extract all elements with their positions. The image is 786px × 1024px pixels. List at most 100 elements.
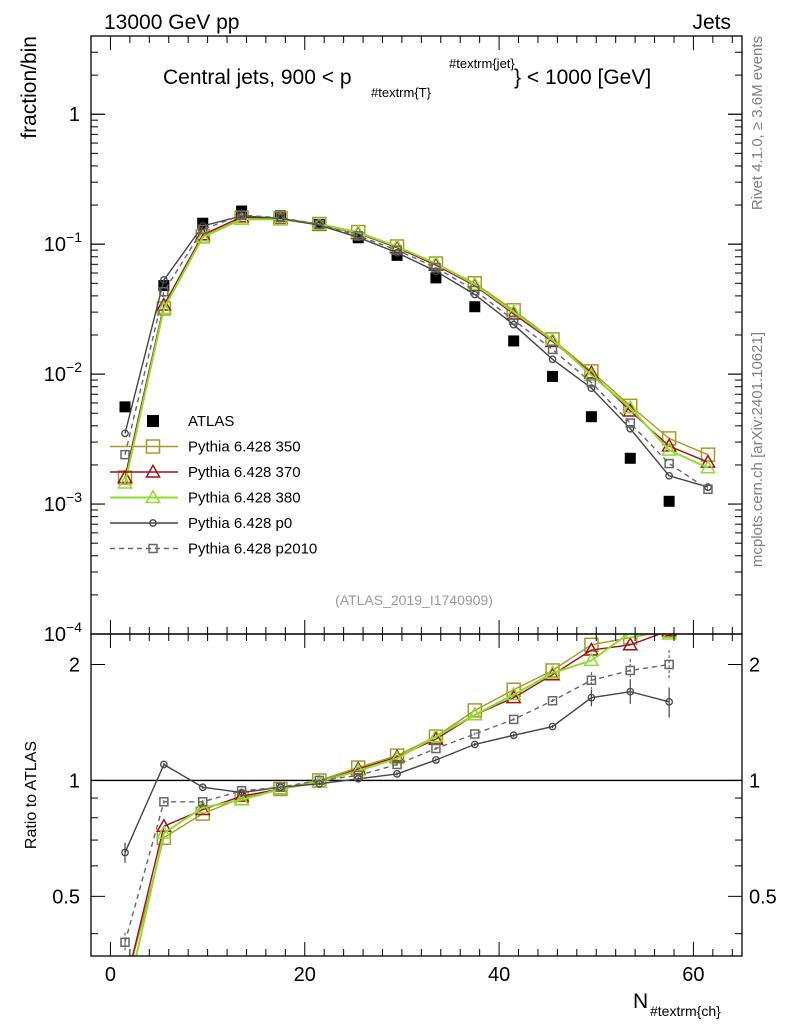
data-point bbox=[663, 495, 675, 507]
data-point bbox=[470, 729, 480, 739]
rivet-version-label: Rivet 4.1.0, ≥ 3.6M events bbox=[749, 36, 766, 210]
x-axis-title: N #textrm{ch} bbox=[633, 990, 721, 1019]
data-point bbox=[470, 740, 479, 749]
data-point bbox=[467, 703, 483, 718]
data-point bbox=[587, 384, 596, 392]
plot-title-sub: #textrm{T} bbox=[371, 85, 432, 100]
data-point bbox=[505, 686, 522, 701]
data-point bbox=[664, 458, 674, 469]
data-point bbox=[508, 335, 520, 347]
data-point bbox=[119, 401, 131, 413]
data-point bbox=[428, 728, 444, 743]
upper-y-axis-title: fraction/bin bbox=[18, 36, 41, 139]
data-point bbox=[583, 367, 600, 381]
data-point bbox=[155, 300, 172, 315]
data-point bbox=[275, 212, 286, 223]
data-point bbox=[197, 797, 208, 807]
data-point bbox=[314, 219, 325, 230]
legend-label: Pythia 6.428 370 bbox=[188, 464, 301, 481]
upper-plot-data bbox=[117, 205, 716, 507]
data-point bbox=[392, 245, 402, 255]
legend-item: Pythia 6.428 p0 bbox=[110, 515, 292, 532]
series-Pythia-6428-p2010 bbox=[120, 210, 713, 495]
data-point bbox=[584, 637, 599, 653]
data-point bbox=[353, 231, 363, 241]
legend-marker bbox=[149, 519, 157, 527]
analysis-label: (ATLAS_2019_I1740909) bbox=[335, 592, 493, 608]
data-point bbox=[155, 824, 172, 839]
mcplots-label: mcplots.cern.ch [arXiv:2401.10621] bbox=[749, 332, 766, 567]
y-tick-label: 1 bbox=[69, 770, 80, 792]
header-right: Jets bbox=[692, 11, 731, 34]
data-point bbox=[432, 756, 440, 764]
data-point bbox=[508, 714, 519, 725]
data-point bbox=[547, 696, 558, 706]
legend-label: Pythia 6.428 p2010 bbox=[188, 541, 317, 558]
data-point bbox=[548, 355, 557, 364]
data-point bbox=[159, 797, 169, 807]
data-point bbox=[585, 411, 597, 423]
series-Pythia-6428-380 bbox=[118, 634, 678, 1011]
data-point bbox=[544, 333, 561, 348]
data-point bbox=[586, 377, 597, 388]
data-point bbox=[661, 634, 677, 638]
lower-plot: 0.5 0.51 12 20 20 40 60 bbox=[52, 633, 777, 1011]
lower-plot-frame bbox=[90, 633, 743, 957]
series-line bbox=[124, 214, 709, 490]
y-tick-label: 10−3 bbox=[44, 489, 82, 516]
data-point bbox=[233, 791, 250, 806]
data-point bbox=[703, 484, 713, 495]
legend-label: Pythia 6.428 380 bbox=[188, 490, 301, 507]
legend-label: ATLAS bbox=[188, 413, 234, 430]
data-point bbox=[197, 224, 208, 235]
x-axis-title-sub: #textrm{ch} bbox=[650, 1003, 721, 1019]
legend-label: Pythia 6.428 350 bbox=[188, 439, 301, 456]
x-tick-label: 0 bbox=[105, 964, 116, 986]
data-point bbox=[121, 429, 129, 438]
data-point bbox=[505, 304, 522, 318]
legend-marker bbox=[145, 439, 161, 454]
data-point bbox=[548, 722, 557, 731]
data-point bbox=[236, 210, 247, 220]
data-point bbox=[547, 344, 558, 355]
data-point bbox=[194, 799, 211, 814]
data-point bbox=[704, 483, 712, 491]
data-point bbox=[622, 636, 639, 651]
data-point bbox=[120, 449, 130, 460]
data-point bbox=[665, 471, 673, 480]
x-tick-label: 20 bbox=[294, 964, 316, 986]
y-tick-label-right: 0.5 bbox=[749, 886, 777, 908]
data-point bbox=[274, 210, 286, 222]
legend: ATLAS Pythia 6.428 350 Pythia 6.428 370 Pyt… bbox=[110, 413, 317, 558]
data-point bbox=[622, 399, 639, 414]
x-tick-label: 60 bbox=[682, 964, 704, 986]
data-point bbox=[469, 301, 481, 313]
data-point bbox=[661, 442, 678, 456]
data-point bbox=[506, 682, 521, 697]
x-axis-title-main: N bbox=[633, 990, 648, 1013]
y-tick-label-right: 1 bbox=[749, 770, 760, 792]
data-point bbox=[118, 999, 131, 1011]
series-line bbox=[124, 218, 709, 484]
y-tick-label: 2 bbox=[69, 654, 80, 676]
legend-item: ATLAS bbox=[147, 413, 234, 430]
data-point bbox=[544, 664, 561, 679]
y-tick-label-right: 2 bbox=[749, 654, 760, 676]
series-line bbox=[135, 634, 670, 956]
data-point bbox=[509, 731, 518, 740]
data-point bbox=[508, 315, 519, 325]
legend-marker bbox=[147, 415, 159, 427]
plot-title-sup: #textrm{jet} bbox=[449, 56, 515, 71]
plot-title-tail: } < 1000 [GeV] bbox=[514, 66, 651, 89]
data-point bbox=[431, 743, 441, 754]
data-point bbox=[583, 652, 600, 667]
data-point bbox=[470, 285, 480, 296]
data-point bbox=[505, 305, 522, 320]
data-point bbox=[198, 783, 207, 792]
y-tick-label: 10−2 bbox=[44, 359, 82, 386]
data-point bbox=[155, 818, 172, 833]
lower-y-axis-title: Ratio to ATLAS bbox=[23, 741, 40, 849]
data-point bbox=[431, 262, 441, 273]
legend-marker bbox=[148, 543, 158, 554]
